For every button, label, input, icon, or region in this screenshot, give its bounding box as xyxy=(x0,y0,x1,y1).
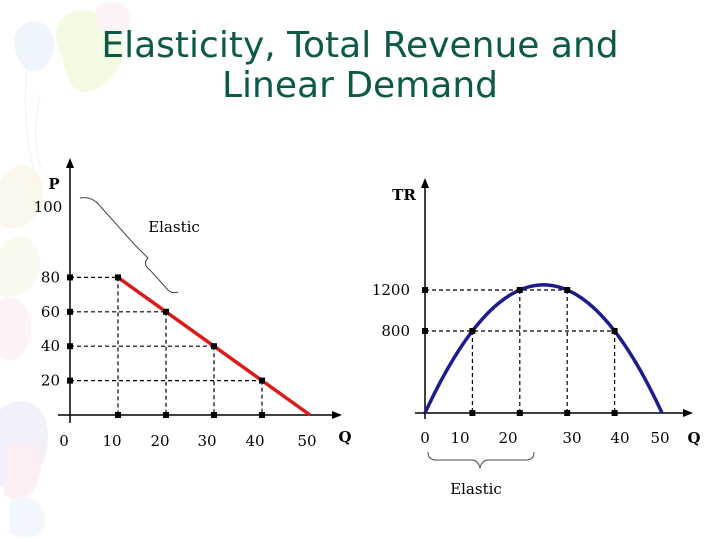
demand-x-tick-marker xyxy=(211,412,217,418)
tr-x-tick-marker xyxy=(611,410,618,416)
demand-x-tick-label: 0 xyxy=(59,432,69,450)
tr-elastic-brace xyxy=(427,451,535,469)
demand-x-tick-label: 30 xyxy=(197,432,216,450)
demand-point-marker xyxy=(115,274,121,281)
demand-y-axis-arrow xyxy=(66,158,74,168)
tr-x-axis-label: Q xyxy=(687,429,700,447)
demand-x-tick-label: 10 xyxy=(102,432,121,450)
demand-point-marker xyxy=(163,308,169,315)
demand-y-tick-marker xyxy=(67,377,73,384)
demand-x-tick-label: 20 xyxy=(150,432,169,450)
tr-point-marker xyxy=(611,328,618,334)
demand-x-tick-label: 50 xyxy=(297,432,316,450)
tr-point-marker xyxy=(516,287,523,293)
demand-point-marker xyxy=(259,377,265,384)
demand-x-tick-marker xyxy=(163,412,169,418)
tr-x-tick-label: 30 xyxy=(562,429,581,447)
demand-x-tick-marker xyxy=(115,412,121,418)
slide-title: Elasticity, Total Revenue and Linear Dem… xyxy=(40,26,680,106)
demand-elastic-brace xyxy=(79,197,179,294)
tr-x-tick-marker xyxy=(564,410,571,416)
tr-point-marker xyxy=(564,287,571,293)
tr-elastic-label: Elastic xyxy=(450,480,502,498)
tr-curve xyxy=(423,283,664,414)
demand-point-marker xyxy=(211,343,217,350)
tr-y-tick-marker xyxy=(422,328,428,334)
tr-x-tick-marker xyxy=(516,410,523,416)
total-revenue-chart: TR 1200 800 0 10 20 30 40 50 Q Elastic xyxy=(372,178,701,498)
tr-x-tick-marker xyxy=(469,410,476,416)
demand-y-axis-label: P xyxy=(48,175,59,193)
tr-x-tick-label: 0 xyxy=(420,429,430,447)
tr-x-tick-label: 20 xyxy=(498,429,517,447)
demand-y-tick-label: 60 xyxy=(41,303,60,321)
demand-x-tick-label: 40 xyxy=(245,432,264,450)
tr-x-tick-label: 40 xyxy=(610,429,629,447)
tr-y-axis-label: TR xyxy=(392,186,416,204)
demand-x-axis-arrow xyxy=(332,411,342,419)
demand-y-tick-marker xyxy=(67,343,73,350)
demand-y-tick-label: 100 xyxy=(34,198,63,216)
demand-x-tick-marker xyxy=(259,412,265,418)
tr-x-axis-arrow xyxy=(683,409,693,417)
slide-title-line-1: Elasticity, Total Revenue and xyxy=(101,25,619,66)
tr-x-tick-label: 50 xyxy=(650,429,669,447)
tr-y-tick-label: 800 xyxy=(381,322,410,340)
demand-y-tick-label: 40 xyxy=(41,337,60,355)
tr-x-tick-label: 10 xyxy=(450,429,469,447)
demand-y-tick-marker xyxy=(67,308,73,315)
demand-x-axis-label: Q xyxy=(338,428,351,446)
demand-elastic-label: Elastic xyxy=(148,218,200,236)
tr-y-tick-label: 1200 xyxy=(372,281,410,299)
demand-y-tick-label: 80 xyxy=(41,268,60,286)
demand-y-tick-marker xyxy=(67,274,73,281)
tr-point-marker xyxy=(469,328,476,334)
slide-title-line-2: Linear Demand xyxy=(222,65,498,106)
demand-y-tick-label: 20 xyxy=(41,372,60,390)
demand-chart: 100 80 60 40 20 P 0 10 20 30 40 50 Q Elastic xyxy=(34,158,352,450)
tr-y-tick-marker xyxy=(422,287,428,293)
tr-y-axis-arrow xyxy=(421,178,429,188)
